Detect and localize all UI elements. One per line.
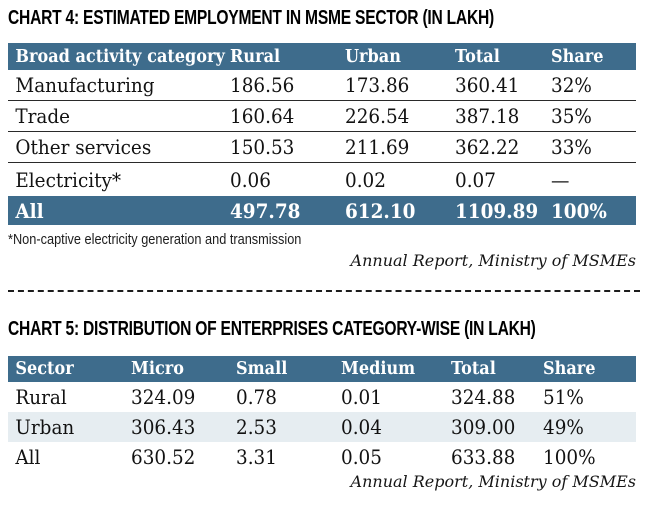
value-total: 324.88 [451, 385, 516, 409]
chart5-source: Annual Report, Ministry of MSMEs [350, 472, 636, 491]
value-total: 360.41 [455, 73, 520, 97]
chart4-source: Annual Report, Ministry of MSMEs [350, 251, 636, 270]
value-urban: 211.69 [345, 135, 410, 159]
row-label: Manufacturing [15, 73, 155, 97]
table-row-rural: Rural 324.09 0.78 0.01 324.88 51% [8, 382, 636, 412]
row-label: Electricity* [15, 167, 122, 192]
chart5-title: CHART 5: DISTRIBUTION OF ENTERPRISES CAT… [8, 318, 536, 340]
value-rural: 160.64 [230, 104, 295, 128]
chart4-col-category: Broad activity category [15, 46, 225, 67]
chart5-col-medium: Medium [341, 359, 416, 379]
value-urban: 612.10 [345, 198, 416, 223]
value-rural: 0.06 [230, 167, 271, 192]
value-share: 100% [551, 198, 607, 223]
chart5-col-micro: Micro [131, 359, 184, 379]
value-rural: 150.53 [230, 135, 295, 159]
value-small: 2.53 [236, 415, 277, 439]
row-label: Urban [15, 415, 75, 439]
value-share: 49% [543, 415, 584, 439]
chart5-col-sector: Sector [15, 359, 74, 379]
value-total: 387.18 [455, 104, 520, 128]
row-label: Rural [15, 385, 67, 409]
chart4-footnote: *Non-captive electricity generation and … [8, 231, 302, 248]
value-small: 0.78 [236, 385, 277, 409]
table-row-all-total: All 497.78 612.10 1109.89 100% [8, 196, 636, 225]
chart4-col-urban: Urban [345, 46, 401, 67]
value-total: 362.22 [455, 135, 520, 159]
value-total: 633.88 [451, 445, 516, 469]
value-urban: 226.54 [345, 104, 410, 128]
table-row-trade: Trade 160.64 226.54 387.18 35% [8, 101, 636, 132]
value-share: 100% [543, 445, 596, 469]
value-share: 32% [551, 73, 592, 97]
chart4-header-row: Broad activity category Rural Urban Tota… [8, 43, 636, 70]
chart4-table: Broad activity category Rural Urban Tota… [8, 43, 636, 225]
table-row-manufacturing: Manufacturing 186.56 173.86 360.41 32% [8, 70, 636, 101]
chart5-col-total: Total [451, 359, 496, 379]
value-share: 33% [551, 135, 592, 159]
chart4-col-share: Share [551, 46, 604, 67]
chart5-header-row: Sector Micro Small Medium Total Share [8, 356, 636, 382]
value-medium: 0.04 [341, 415, 382, 439]
chart5-table: Sector Micro Small Medium Total Share Ru… [8, 356, 636, 472]
table-row-urban: Urban 306.43 2.53 0.04 309.00 49% [8, 412, 636, 442]
value-medium: 0.01 [341, 385, 382, 409]
value-share: — [551, 167, 570, 192]
chart4-title: CHART 4: ESTIMATED EMPLOYMENT IN MSME SE… [8, 7, 494, 29]
row-label: Other services [15, 135, 152, 159]
row-label: Trade [15, 104, 71, 128]
row-label: All [15, 445, 41, 469]
value-micro: 324.09 [131, 385, 196, 409]
value-total: 0.07 [455, 167, 496, 192]
dashed-divider [8, 290, 640, 292]
chart5-col-share: Share [543, 359, 596, 379]
value-micro: 306.43 [131, 415, 196, 439]
value-total: 309.00 [451, 415, 516, 439]
chart4-col-total: Total [455, 46, 500, 67]
table-row-all: All 630.52 3.31 0.05 633.88 100% [8, 442, 636, 472]
value-medium: 0.05 [341, 445, 382, 469]
value-urban: 0.02 [345, 167, 386, 192]
row-label: All [15, 198, 44, 223]
table-row-electricity: Electricity* 0.06 0.02 0.07 — [8, 163, 636, 196]
value-share: 51% [543, 385, 584, 409]
value-total: 1109.89 [455, 198, 539, 223]
value-urban: 173.86 [345, 73, 410, 97]
value-rural: 186.56 [230, 73, 295, 97]
value-rural: 497.78 [230, 198, 301, 223]
value-micro: 630.52 [131, 445, 196, 469]
chart4-col-rural: Rural [230, 46, 281, 67]
table-row-other-services: Other services 150.53 211.69 362.22 33% [8, 132, 636, 163]
chart5-col-small: Small [236, 359, 288, 379]
value-small: 3.31 [236, 445, 277, 469]
value-share: 35% [551, 104, 592, 128]
